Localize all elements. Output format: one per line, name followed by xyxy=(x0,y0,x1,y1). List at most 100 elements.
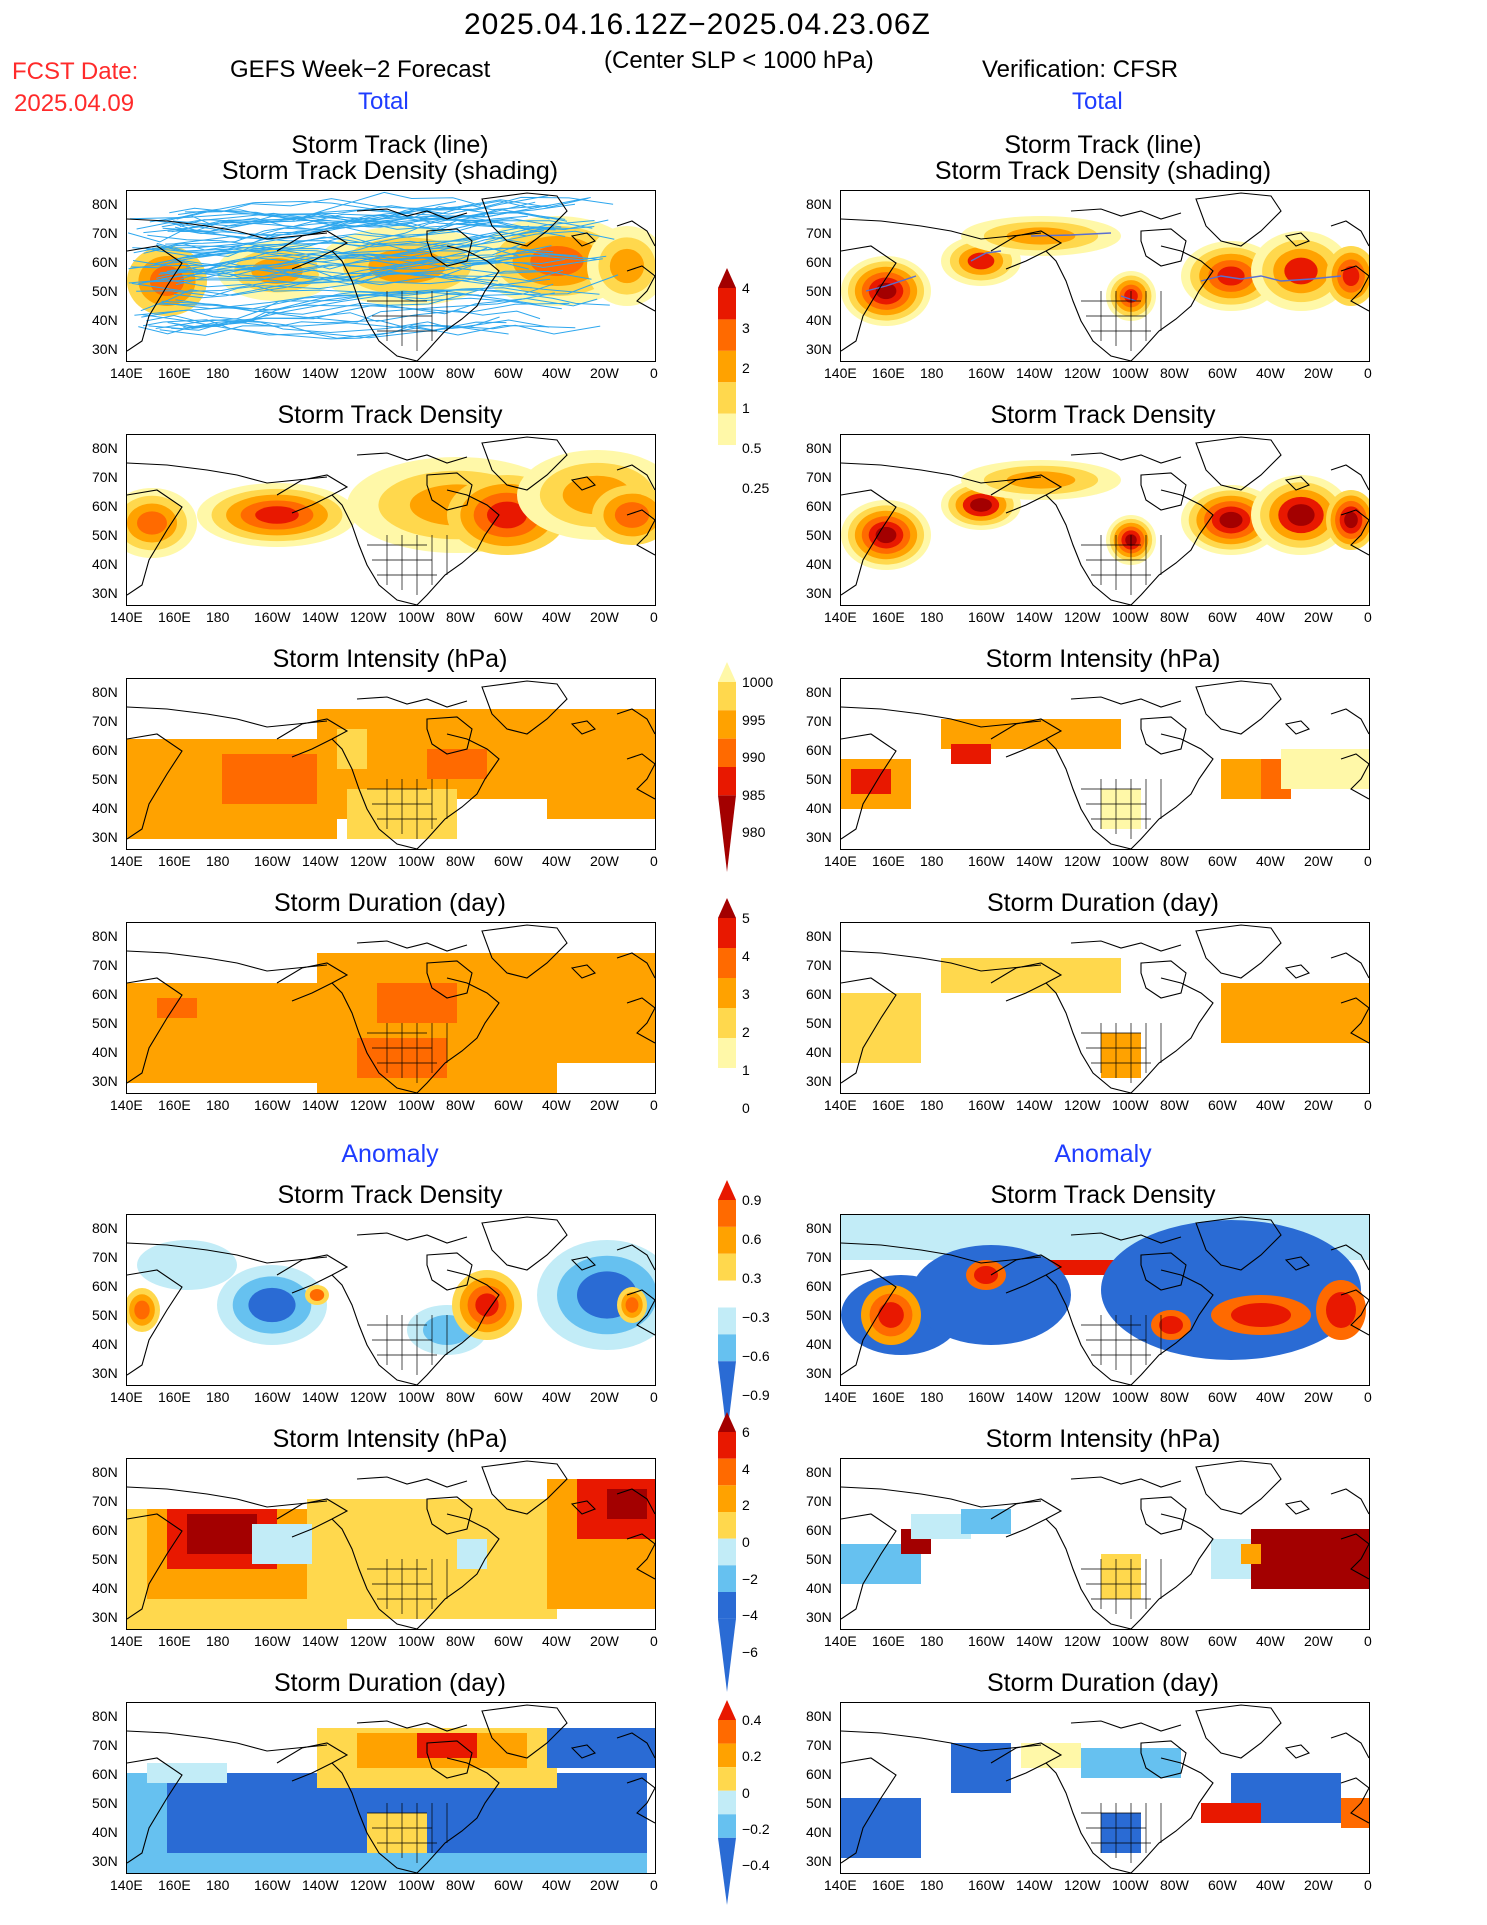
lat-tick-label: 40N xyxy=(92,1336,118,1352)
lon-tick-label: 120W xyxy=(350,1877,387,1893)
shading-cell xyxy=(157,998,197,1018)
coastline xyxy=(1195,436,1282,491)
shading-contour xyxy=(967,252,995,270)
lon-tick-label: 140E xyxy=(110,853,143,869)
storm-track-line xyxy=(171,266,564,286)
forecast-title: GEFS Week−2 Forecast xyxy=(230,56,491,83)
coastline xyxy=(990,474,1063,514)
colorbar-swatch xyxy=(718,1334,736,1362)
coastline xyxy=(841,462,1042,484)
lat-tick-label: 80N xyxy=(806,1708,832,1724)
colorbar-label: −2 xyxy=(742,1570,758,1587)
lon-tick-label: 100W xyxy=(398,1389,435,1405)
lon-tick-label: 140E xyxy=(110,365,143,381)
lat-tick-label: 30N xyxy=(92,1853,118,1869)
shading-contour xyxy=(1326,1292,1356,1328)
forecast-total-label: Total xyxy=(358,88,409,115)
coastline xyxy=(1045,738,1132,849)
lon-tick-label: 160E xyxy=(158,1389,191,1405)
colorbar-swatch xyxy=(718,978,736,1008)
map-svg xyxy=(127,1460,655,1629)
lat-tick-label: 80N xyxy=(806,1220,832,1236)
lat-tick-label: 70N xyxy=(806,1493,832,1509)
storm-track-line xyxy=(159,322,601,336)
coastline xyxy=(1195,1460,1282,1515)
shading-contour xyxy=(614,502,650,528)
verification-title: Verification: CFSR xyxy=(982,56,1179,83)
shading-cell xyxy=(841,1798,921,1858)
lon-tick-label: 40W xyxy=(542,1633,571,1649)
shading-contour xyxy=(974,1266,998,1284)
shading-contour xyxy=(911,1245,1071,1345)
panel-title: Storm Track Density (shading) xyxy=(934,157,1272,185)
lon-tick-label: 160E xyxy=(158,1097,191,1113)
lon-tick-label: 20W xyxy=(1304,853,1333,869)
map-svg xyxy=(841,924,1369,1093)
lat-tick-label: 80N xyxy=(92,196,118,212)
coastline xyxy=(1140,472,1187,511)
shading-contour xyxy=(137,1240,237,1290)
shading-contour xyxy=(1006,471,1076,489)
lon-tick-label: 0 xyxy=(1364,1389,1372,1405)
colorbar-swatch xyxy=(718,1592,736,1619)
storm-track-line xyxy=(1120,295,1137,302)
coastline xyxy=(626,265,655,312)
storm-track-line xyxy=(133,255,528,272)
coastline xyxy=(841,1513,897,1620)
lon-tick-label: 140W xyxy=(1016,365,1053,381)
verification-storm-track-map xyxy=(840,190,1370,362)
colorbar-swatch xyxy=(718,1038,736,1068)
lat-tick-label: 40N xyxy=(806,800,832,816)
coastline xyxy=(276,1742,349,1782)
lon-tick-label: 140W xyxy=(302,853,339,869)
storm-track-line xyxy=(1030,232,1112,237)
coastline xyxy=(416,1513,500,1629)
shading-contour xyxy=(1231,1303,1291,1327)
storm-track-line xyxy=(129,196,614,220)
lat-tick-label: 30N xyxy=(806,341,832,357)
map-svg xyxy=(841,1704,1369,1873)
coastline xyxy=(1340,1533,1369,1580)
colorbar xyxy=(718,1180,736,1435)
shading-contour xyxy=(487,501,527,529)
lon-tick-label: 180 xyxy=(206,1389,230,1405)
lon-tick-label: 120W xyxy=(350,365,387,381)
coastline xyxy=(1330,1732,1369,1759)
panel-title: Storm Intensity (hPa) xyxy=(272,645,508,673)
lon-tick-label: 140W xyxy=(302,365,339,381)
coastline xyxy=(1340,1777,1369,1824)
coastline xyxy=(841,1242,1042,1264)
lon-tick-label: 140W xyxy=(302,609,339,625)
lon-tick-label: 160W xyxy=(968,1097,1005,1113)
lon-tick-label: 120W xyxy=(350,853,387,869)
shading-cell xyxy=(547,1728,655,1768)
coastline xyxy=(276,1254,349,1294)
lon-tick-label: 180 xyxy=(920,1097,944,1113)
colorbar-label: −6 xyxy=(742,1644,758,1660)
lat-tick-label: 50N xyxy=(806,1551,832,1567)
coastline xyxy=(616,708,655,735)
colorbar-swatch xyxy=(718,662,736,682)
lon-tick-label: 100W xyxy=(1112,1389,1149,1405)
lat-tick-label: 70N xyxy=(92,957,118,973)
colorbar-swatch xyxy=(718,1432,736,1459)
map-svg xyxy=(841,192,1369,361)
coastline xyxy=(1284,964,1310,979)
lat-tick-label: 30N xyxy=(92,1609,118,1625)
coastline xyxy=(1195,1216,1282,1271)
shading-contour xyxy=(1217,266,1245,286)
storm-track-line xyxy=(136,270,537,297)
lon-tick-label: 80W xyxy=(446,853,475,869)
colorbar-swatch xyxy=(718,795,736,872)
lon-tick-label: 160W xyxy=(254,1633,291,1649)
forecast-intensity-anomaly-map xyxy=(126,1458,656,1630)
lat-tick-label: 40N xyxy=(806,312,832,328)
lon-tick-label: 140E xyxy=(824,1633,857,1649)
lon-tick-label: 120W xyxy=(350,1633,387,1649)
map-svg xyxy=(841,436,1369,605)
lon-tick-label: 20W xyxy=(590,853,619,869)
lon-tick-label: 160E xyxy=(158,1877,191,1893)
panel-title: Storm Track Density xyxy=(277,1181,503,1209)
colorbar-label: −0.6 xyxy=(742,1348,770,1364)
lon-tick-label: 60W xyxy=(494,1877,523,1893)
